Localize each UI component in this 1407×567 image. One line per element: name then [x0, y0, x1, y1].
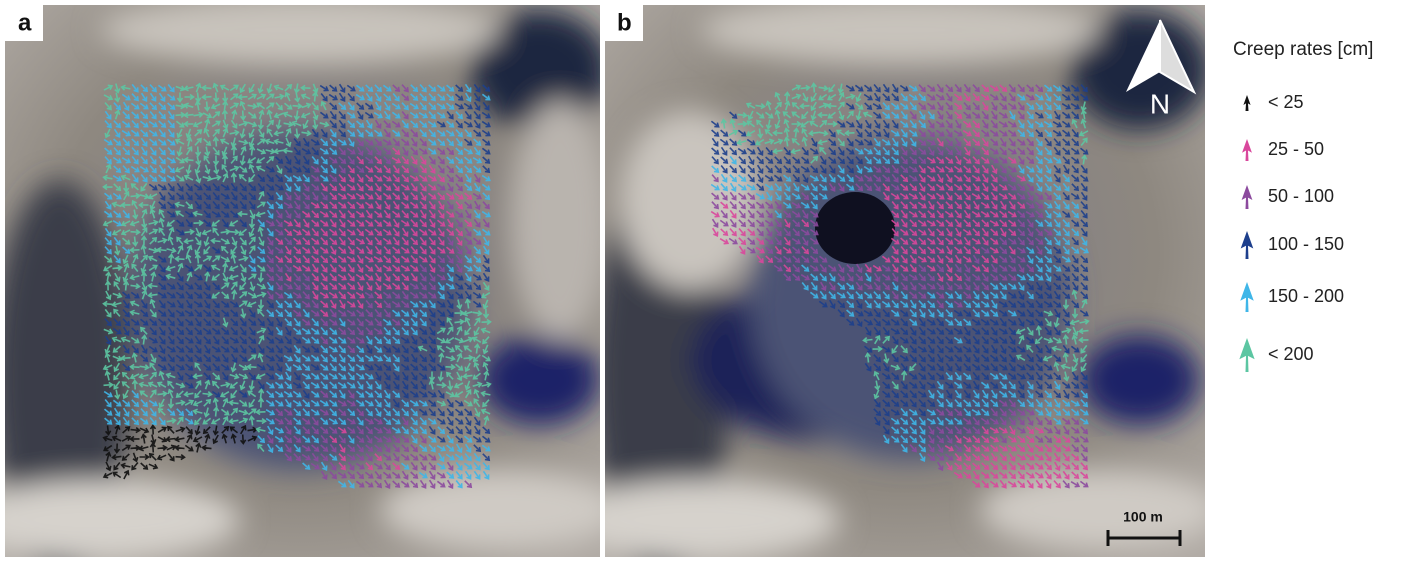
- north-label: N: [1150, 88, 1170, 119]
- legend-arrow: [1241, 231, 1254, 259]
- legend-arrow: [1240, 282, 1254, 312]
- shadow-hole: [815, 192, 895, 264]
- aerial-image-b: [560, 0, 1220, 562]
- legend-arrow: [1239, 338, 1254, 372]
- scale-label: 100 m: [1123, 509, 1163, 525]
- legend-label: 50 - 100: [1268, 186, 1334, 206]
- legend: < 25 25 - 50 50 - 100 100 - 150 150 - 200 < 2…: [1239, 92, 1344, 372]
- legend-label: < 200: [1268, 344, 1314, 364]
- legend-arrow: [1243, 95, 1250, 111]
- aerial-image-a: [0, 0, 620, 562]
- panel-label: a: [18, 9, 32, 36]
- legend-label: 100 - 150: [1268, 234, 1344, 254]
- figure: a b N 100 m Creep rates [cm] < 25 25 - 50…: [0, 0, 1407, 562]
- legend-title: Creep rates [cm]: [1233, 39, 1373, 60]
- legend-label: 150 - 200: [1268, 286, 1344, 306]
- legend-label: < 25: [1268, 92, 1304, 112]
- legend-arrow: [1242, 185, 1253, 209]
- legend-arrow: [1242, 139, 1252, 161]
- legend-label: 25 - 50: [1268, 139, 1324, 159]
- panel-label: b: [617, 9, 632, 36]
